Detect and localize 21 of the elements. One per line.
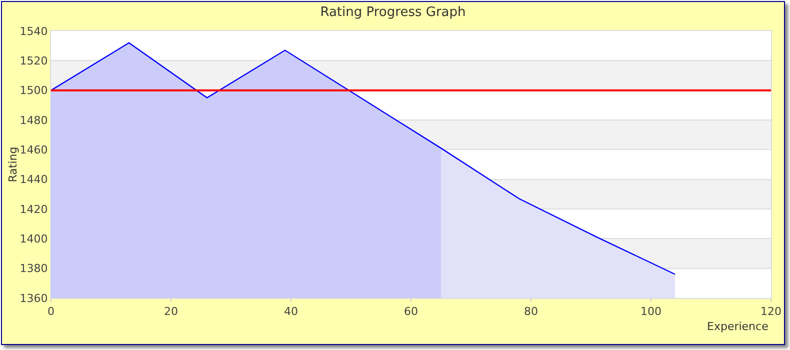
y-tick-label: 1400 [20,232,48,246]
y-tick-label: 1500 [20,84,48,98]
line-series [51,42,676,275]
y-tick-label: 1540 [20,24,48,38]
y-tick-label: 1360 [20,292,48,305]
x-tick-label: 20 [164,305,178,318]
y-tick-label: 1460 [20,144,48,157]
x-tick-label: 80 [524,305,538,318]
x-tick-label: 60 [404,305,418,318]
x-tick-label: 0 [48,305,54,318]
y-tick-label: 1520 [20,54,48,68]
x-tick-label: 100 [640,305,662,318]
y-axis-title: Rating [6,146,20,182]
y-tick-label: 1380 [20,262,48,276]
y-tick-label: 1480 [20,114,48,127]
x-axis-title: Experience [707,320,769,333]
y-tick-label: 1420 [20,202,48,216]
x-tick-label: 120 [760,305,782,318]
x-tick-label: 40 [284,305,298,318]
y-tick-label: 1440 [20,173,48,186]
chart-title: Rating Progress Graph [320,5,466,20]
